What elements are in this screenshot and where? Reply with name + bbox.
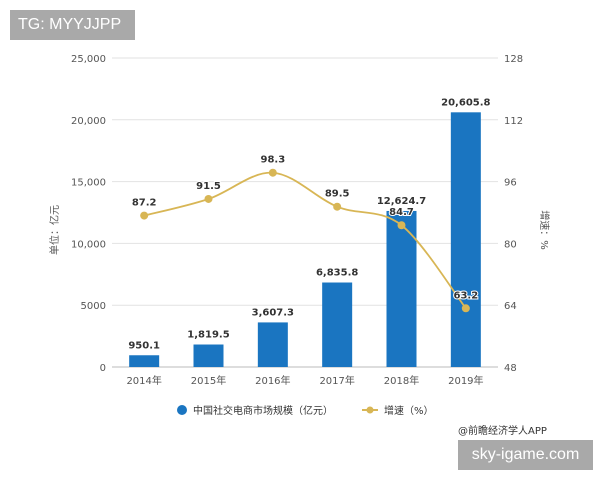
line-data-label: 84.7 xyxy=(389,207,414,218)
line-data-label: 89.5 xyxy=(325,189,350,200)
bar-data-label: 20,605.8 xyxy=(441,97,490,108)
bar-data-label: 950.1 xyxy=(128,340,160,351)
bar-data-label: 12,624.7 xyxy=(377,196,426,207)
x-tick-label: 2016年 xyxy=(255,374,290,387)
bar xyxy=(322,282,353,367)
growth-point xyxy=(461,304,470,313)
bar xyxy=(129,355,160,367)
x-tick-label: 2019年 xyxy=(448,374,483,387)
y-tick-label: 15,000 xyxy=(71,178,106,189)
y2-tick-label: 80 xyxy=(504,239,517,250)
growth-point xyxy=(268,168,277,177)
x-tick-label: 2017年 xyxy=(319,374,354,387)
y-tick-label: 0 xyxy=(100,363,106,374)
y2-tick-label: 112 xyxy=(504,116,523,127)
bar xyxy=(193,344,224,367)
y2-tick-label: 64 xyxy=(504,301,517,312)
legend-line-dot xyxy=(366,406,374,414)
y-axis-label: 单位：亿元 xyxy=(48,205,61,255)
line-data-label: 87.2 xyxy=(132,198,157,209)
bar xyxy=(386,210,417,367)
source-label: @前瞻经济学人APP xyxy=(458,424,547,437)
bar-data-label: 3,607.3 xyxy=(252,307,294,318)
line-data-label: 91.5 xyxy=(196,181,221,192)
y2-axis-label: 增速：% xyxy=(538,210,551,250)
y2-tick-label: 48 xyxy=(504,363,517,374)
y2-tick-label: 128 xyxy=(504,54,523,65)
y-tick-label: 20,000 xyxy=(71,116,106,127)
bar xyxy=(257,322,288,367)
footer-watermark: sky-igame.com xyxy=(458,440,593,470)
y-tick-label: 25,000 xyxy=(71,54,106,65)
y-tick-label: 5000 xyxy=(81,301,106,312)
x-tick-label: 2014年 xyxy=(126,374,161,387)
x-tick-label: 2015年 xyxy=(191,374,226,387)
line-data-label: 63.2 xyxy=(453,290,478,301)
growth-point xyxy=(140,211,149,220)
line-data-label: 98.3 xyxy=(260,155,285,166)
growth-point xyxy=(397,221,406,230)
y-tick-label: 10,000 xyxy=(71,239,106,250)
bar-data-label: 1,819.5 xyxy=(187,330,229,341)
growth-point xyxy=(204,194,213,203)
growth-line xyxy=(143,171,467,309)
header-tag: TG: MYYJJPP xyxy=(10,10,135,40)
legend-bar-label: 中国社交电商市场规模（亿元） xyxy=(193,404,333,417)
legend-line-label: 增速（%） xyxy=(384,404,434,417)
growth-point xyxy=(333,202,342,211)
bar xyxy=(450,112,481,367)
y2-tick-label: 96 xyxy=(504,178,517,189)
bar-data-label: 6,835.8 xyxy=(316,268,358,279)
x-tick-label: 2018年 xyxy=(384,374,419,387)
legend-bar-marker xyxy=(177,405,187,415)
